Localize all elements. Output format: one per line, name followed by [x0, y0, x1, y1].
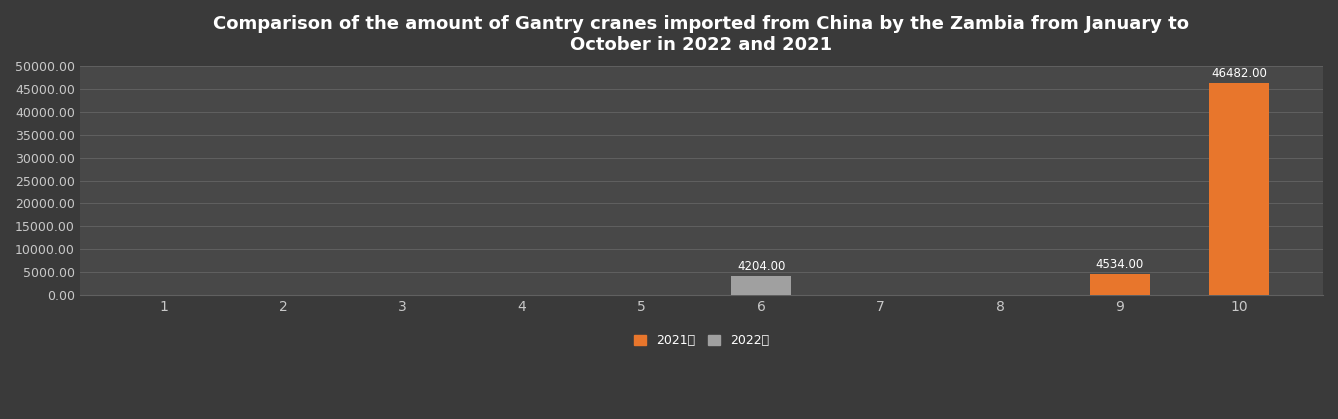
Text: 46482.00: 46482.00 — [1211, 67, 1267, 80]
Title: Comparison of the amount of Gantry cranes imported from China by the Zambia from: Comparison of the amount of Gantry crane… — [214, 15, 1189, 54]
Bar — [732, 276, 791, 295]
Text: 4204.00: 4204.00 — [737, 260, 785, 273]
Legend: 2021年, 2022年: 2021年, 2022年 — [629, 329, 775, 352]
Bar — [1210, 83, 1270, 295]
Text: 4534.00: 4534.00 — [1096, 259, 1144, 272]
Bar — [1090, 274, 1149, 295]
